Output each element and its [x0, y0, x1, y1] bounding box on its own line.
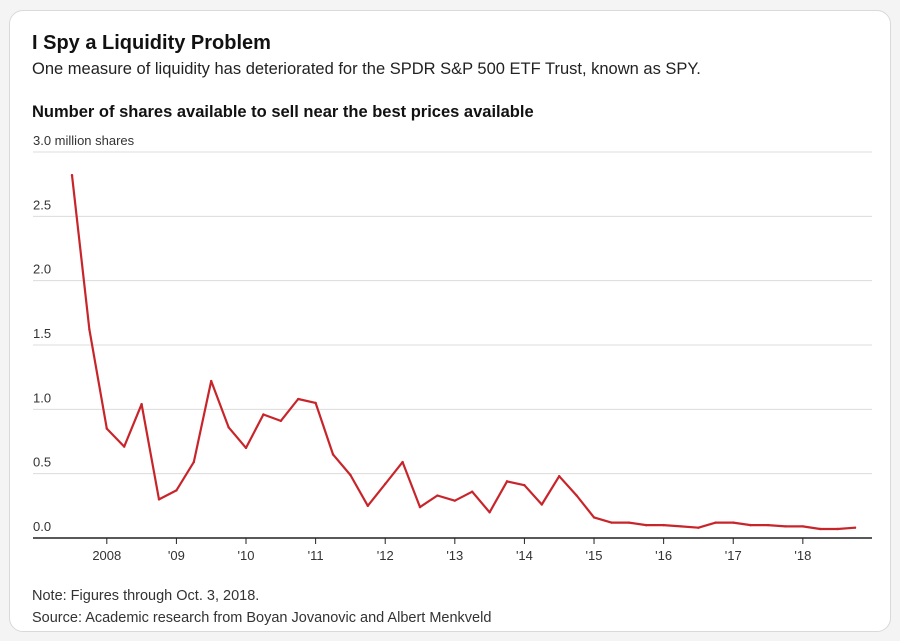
- data-point: [366, 504, 370, 508]
- y-tick-label: 1.5: [33, 326, 51, 341]
- x-tick-label: '12: [377, 548, 394, 563]
- data-point: [384, 482, 387, 486]
- data-point: [488, 511, 491, 514]
- data-point: [105, 427, 109, 430]
- x-tick-label: 2008: [92, 548, 121, 563]
- data-point: [853, 526, 857, 529]
- data-point: [558, 475, 561, 478]
- data-point: [766, 523, 770, 527]
- x-tick-label: '09: [168, 548, 185, 563]
- data-point: [123, 445, 126, 448]
- x-tick-label: '18: [794, 548, 811, 563]
- y-tick-label: 3.0 million shares: [33, 133, 135, 148]
- data-point: [157, 498, 161, 501]
- data-point: [679, 525, 683, 528]
- data-point: [279, 419, 283, 423]
- data-point: [575, 494, 578, 497]
- chart-card: [9, 10, 891, 632]
- y-tick-label: 2.5: [33, 197, 51, 212]
- x-tick-label: '10: [238, 548, 255, 563]
- data-point: [349, 473, 352, 477]
- x-tick-label: '11: [308, 548, 324, 563]
- data-point: [505, 480, 509, 483]
- data-point: [436, 494, 439, 497]
- data-point: [227, 426, 230, 429]
- y-tick-label: 0.5: [33, 455, 51, 470]
- data-point: [836, 527, 839, 531]
- x-tick-label: '13: [446, 548, 463, 563]
- x-tick-label: '17: [725, 548, 742, 563]
- x-tick-label: '15: [586, 548, 603, 563]
- data-point: [70, 173, 74, 177]
- data-point: [244, 446, 248, 450]
- data-point: [210, 379, 213, 383]
- chart-title: Number of shares available to sell near …: [32, 103, 534, 121]
- x-tick-label: '14: [516, 548, 533, 563]
- data-point: [401, 460, 404, 464]
- data-point: [471, 490, 474, 493]
- data-point: [262, 413, 265, 416]
- data-point: [418, 505, 422, 509]
- data-point: [819, 527, 822, 531]
- data-point: [175, 489, 178, 492]
- y-tick-label: 0.0: [33, 519, 51, 534]
- data-point: [697, 526, 700, 529]
- series-line: [70, 174, 857, 531]
- data-point: [732, 521, 735, 524]
- data-point: [192, 460, 196, 464]
- data-point: [540, 503, 544, 506]
- subheadline: One measure of liquidity has deteriorate…: [32, 60, 701, 78]
- data-point: [714, 521, 718, 524]
- data-point: [331, 453, 335, 456]
- headline: I Spy a Liquidity Problem: [32, 32, 271, 54]
- data-point: [523, 484, 526, 487]
- data-point: [297, 397, 300, 401]
- data-point: [749, 523, 752, 527]
- data-point: [645, 523, 648, 527]
- data-point: [453, 499, 457, 502]
- x-tick-label: '16: [655, 548, 672, 563]
- data-point: [662, 523, 665, 527]
- data-point: [88, 328, 91, 331]
- chart-source: Source: Academic research from Boyan Jov…: [32, 610, 492, 626]
- data-point: [784, 525, 787, 528]
- data-point: [140, 402, 143, 406]
- data-point: [801, 525, 805, 528]
- data-point: [627, 521, 631, 524]
- chart-note: Note: Figures through Oct. 3, 2018.: [32, 588, 260, 604]
- data-point: [592, 516, 596, 519]
- y-tick-label: 2.0: [33, 262, 51, 277]
- data-point: [314, 401, 317, 405]
- data-point: [610, 521, 613, 524]
- y-tick-label: 1.0: [33, 390, 51, 405]
